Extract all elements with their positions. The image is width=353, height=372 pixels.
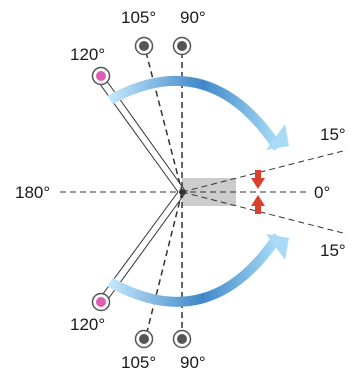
circle-marker-icon-90-bottom — [172, 329, 192, 349]
label-90-bottom: 90° — [180, 353, 206, 372]
curved-arrow-icon-top — [107, 75, 289, 151]
label-120-bottom: 120° — [70, 315, 105, 334]
circle-marker-icon-105-top — [134, 36, 154, 56]
axis-15-top — [181, 149, 348, 193]
pivot-point — [179, 189, 185, 195]
label-120-top: 120° — [70, 45, 105, 64]
label-0: 0° — [314, 183, 330, 202]
red-arrow-icon-bottom — [251, 195, 265, 214]
circle-marker-icon-105-bottom — [134, 329, 154, 349]
circle-marker-icon-90-top — [172, 36, 192, 56]
axis-105-bottom — [145, 191, 183, 337]
curved-arrow-icon-bottom — [107, 233, 289, 307]
red-arrow-icon-top — [251, 170, 265, 189]
label-90-top: 90° — [180, 8, 206, 27]
axis-15-bottom — [181, 191, 348, 235]
label-15-top: 15° — [320, 125, 346, 144]
label-180: 180° — [15, 183, 50, 202]
label-105-top: 105° — [121, 8, 156, 27]
label-15-bottom: 15° — [320, 241, 346, 260]
circle-marker-icon-120-top — [91, 66, 111, 86]
label-105-bottom: 105° — [121, 353, 156, 372]
circle-marker-icon-120-bottom — [91, 292, 111, 312]
axis-105-top — [145, 51, 183, 193]
